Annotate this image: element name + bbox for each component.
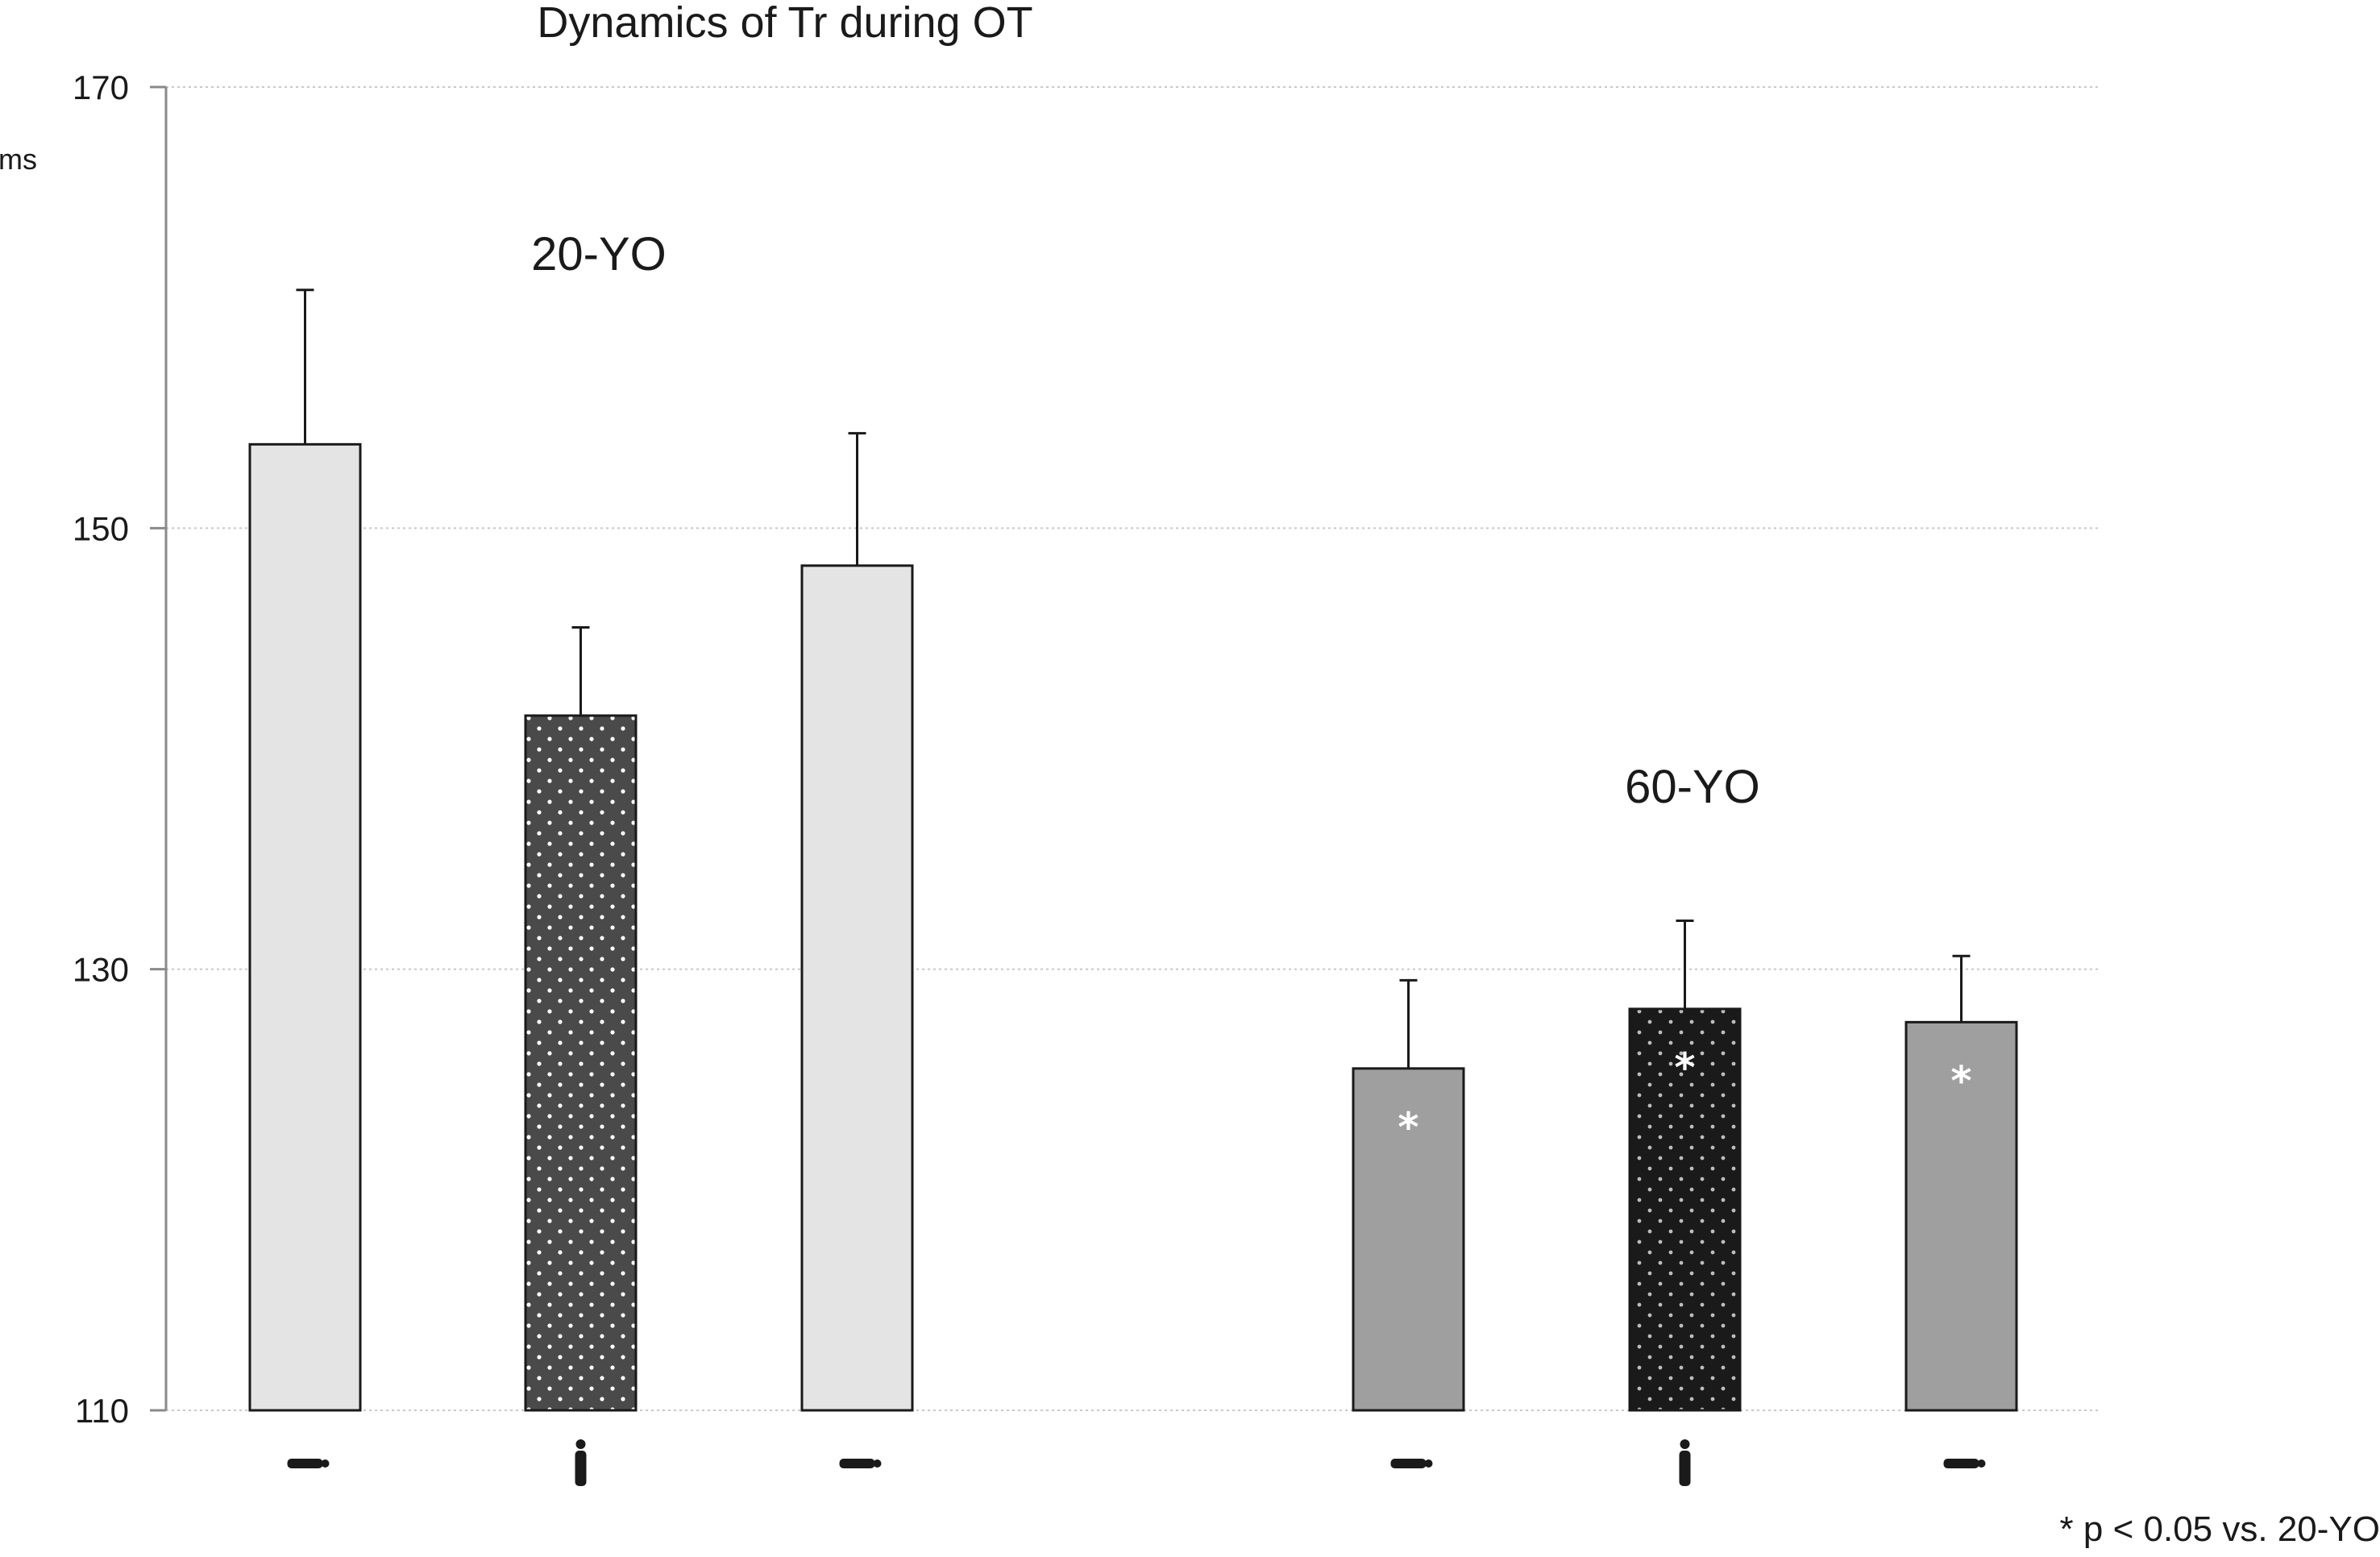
bar [800, 564, 914, 1412]
lying-posture-icon [839, 1459, 875, 1468]
significance-star: * [1398, 1104, 1418, 1151]
labels: 20-YO 60-YO [531, 228, 1760, 813]
y-axis: 110 130 150 170 [73, 69, 168, 1430]
bar [1628, 1007, 1742, 1412]
y-tick-label: 130 [73, 951, 129, 989]
lying-posture-head-icon [321, 1459, 330, 1468]
lying-posture-head-icon [1977, 1459, 1986, 1468]
standing-posture-icon [575, 1451, 587, 1486]
y-axis-unit: ms [0, 143, 37, 176]
lying-posture-head-icon [873, 1459, 882, 1468]
group-label: 60-YO [1625, 761, 1760, 813]
y-tick-label: 150 [73, 509, 129, 547]
y-tick-label: 170 [73, 69, 129, 106]
gridlines [166, 86, 2100, 1411]
bar [248, 442, 362, 1412]
bar [1904, 1020, 2018, 1412]
standing-posture-head-icon [575, 1439, 586, 1449]
lying-posture-head-icon [1424, 1459, 1433, 1468]
bars: * * * [248, 289, 2018, 1486]
standing-posture-icon [1679, 1451, 1691, 1486]
lying-posture-icon [1943, 1459, 1979, 1468]
significance-footnote: * p < 0.05 vs. 20-YO [2060, 1509, 2380, 1549]
significance-star: * [1674, 1044, 1695, 1091]
group-label: 20-YO [531, 228, 667, 280]
bar [524, 714, 638, 1412]
lying-posture-icon [1390, 1459, 1427, 1468]
standing-posture-head-icon [1680, 1439, 1690, 1449]
significance-star: * [1950, 1057, 1971, 1104]
y-tick-label: 110 [75, 1392, 129, 1430]
lying-posture-icon [287, 1459, 323, 1468]
chart-title: Dynamics of Tr during OT [537, 0, 1032, 47]
